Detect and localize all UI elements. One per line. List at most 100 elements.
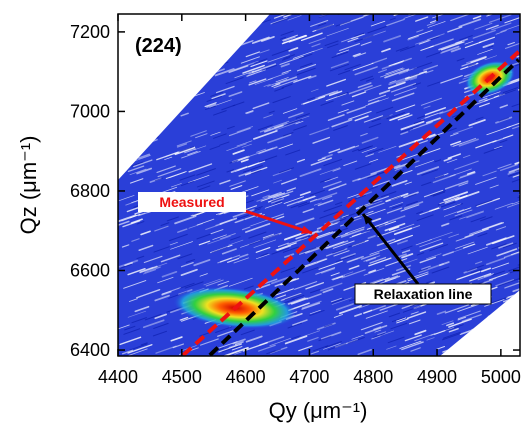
streak [393, 162, 409, 169]
streak [253, 206, 263, 210]
streak [296, 63, 317, 72]
streak [440, 45, 460, 54]
streak [390, 82, 417, 93]
streak [235, 40, 245, 45]
streak [348, 240, 365, 248]
streak [270, 276, 289, 285]
streak [249, 147, 274, 157]
streak [455, 241, 475, 249]
streak [301, 302, 321, 310]
streak [475, 260, 483, 265]
streak [320, 282, 343, 292]
streak [236, 155, 250, 162]
streak [310, 19, 329, 27]
streak [368, 94, 387, 102]
streak [354, 313, 363, 317]
streak [180, 112, 189, 117]
streak [157, 87, 176, 95]
streak [142, 319, 165, 329]
streak [138, 244, 154, 251]
streak [351, 33, 366, 40]
streak [258, 146, 278, 155]
streak [405, 201, 418, 206]
streak [468, 119, 486, 127]
streak [237, 214, 250, 220]
streak [291, 294, 305, 301]
streak [161, 287, 182, 295]
streak [251, 189, 270, 197]
streak [174, 215, 197, 225]
streak [442, 14, 464, 15]
streak [283, 36, 296, 42]
streak [323, 343, 341, 350]
streak [206, 95, 222, 102]
streak [368, 123, 382, 129]
streak [196, 233, 212, 240]
streak [166, 216, 179, 222]
streak [331, 297, 352, 305]
streak [230, 166, 248, 174]
streak [429, 38, 454, 48]
streak [160, 100, 169, 105]
streak [330, 61, 349, 69]
streak [136, 221, 145, 225]
streak [466, 211, 484, 219]
streak [219, 179, 231, 185]
streak [230, 236, 241, 241]
streak [400, 120, 425, 131]
streak [154, 225, 169, 232]
streak [361, 147, 377, 153]
streak [494, 202, 513, 210]
streak [164, 156, 173, 160]
streak [439, 196, 460, 205]
arrow [241, 208, 313, 235]
streak [443, 191, 468, 202]
streak [354, 34, 374, 43]
streak [130, 65, 152, 74]
streak [296, 67, 316, 76]
streak [144, 99, 159, 106]
streak [491, 296, 508, 304]
streak [318, 335, 332, 342]
streak [338, 305, 362, 315]
streak [295, 120, 304, 125]
streak [248, 240, 262, 246]
streak [232, 101, 245, 107]
streak [196, 168, 216, 176]
streak [328, 90, 343, 97]
streak [441, 222, 450, 227]
streak [301, 300, 322, 309]
streak [272, 190, 294, 199]
streak [400, 131, 409, 135]
x-tick-label: 4400 [98, 367, 138, 387]
streak [416, 214, 434, 222]
streak [157, 276, 174, 284]
streak [272, 96, 291, 104]
streak [180, 180, 194, 187]
streak [305, 282, 325, 290]
streak [378, 69, 387, 74]
streak [130, 218, 143, 224]
streak [409, 122, 432, 131]
streak [220, 233, 236, 240]
streak [176, 140, 192, 147]
streak [121, 349, 134, 355]
callout-box [354, 283, 492, 305]
streak [206, 103, 217, 108]
streak [486, 126, 511, 136]
streak [475, 116, 484, 121]
streak [423, 189, 444, 198]
streak [415, 239, 432, 246]
streak [397, 114, 413, 121]
streak [264, 233, 279, 240]
streak [250, 218, 271, 227]
streak [225, 77, 244, 85]
streak [120, 71, 135, 78]
streak [444, 180, 469, 190]
streak [279, 36, 287, 40]
streak [155, 345, 177, 354]
streak [234, 28, 242, 32]
streak [308, 75, 317, 80]
streak [268, 110, 275, 114]
